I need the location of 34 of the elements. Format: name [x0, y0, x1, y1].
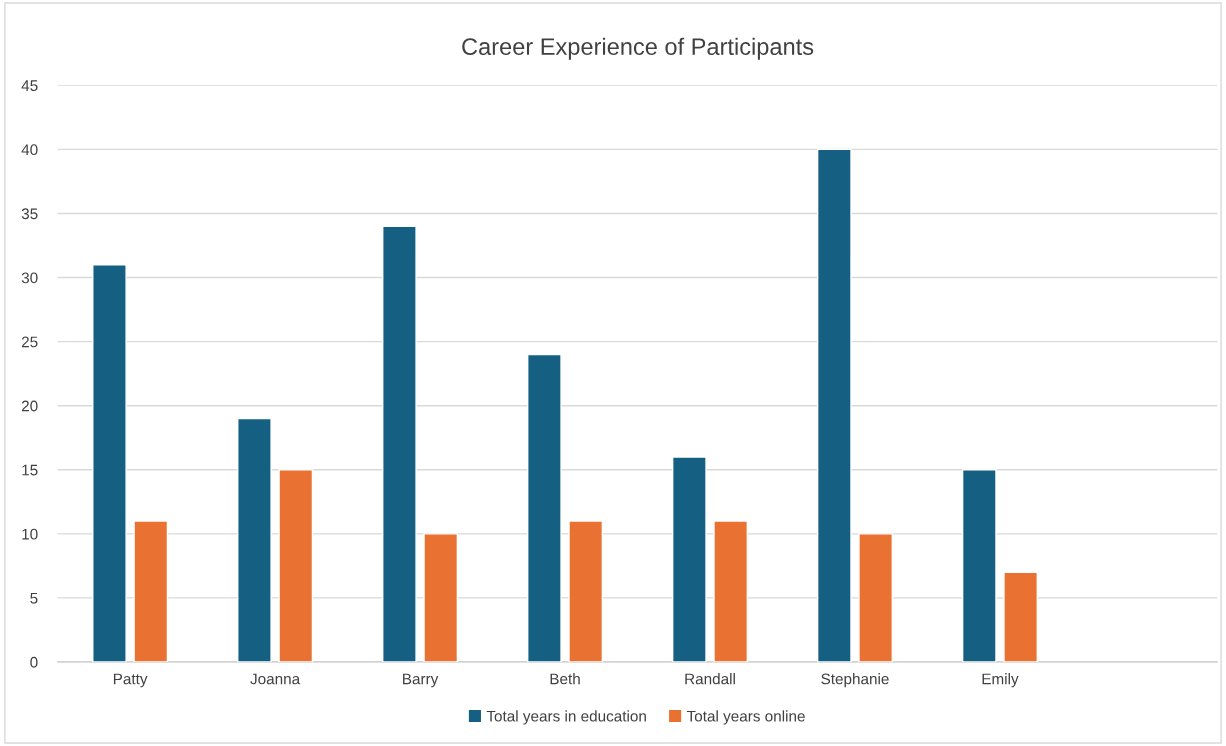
y-tick-label: 25: [21, 336, 38, 348]
bar: [92, 264, 127, 662]
bar: [133, 520, 169, 662]
y-tick-label: 5: [30, 592, 38, 604]
x-tick-label: Stephanie: [821, 673, 889, 688]
x-tick-label: Randall: [685, 673, 735, 685]
bar: [237, 417, 272, 662]
bar: [423, 533, 459, 662]
x-tick-label: Joanna: [250, 673, 301, 685]
bar: [527, 353, 562, 662]
bar: [713, 520, 749, 662]
y-tick-label: 10: [22, 528, 38, 540]
bar: [382, 225, 417, 662]
x-tick-label: Barry: [403, 673, 439, 688]
y-tick-label: 35: [21, 208, 38, 220]
legend-label: Total years online: [686, 710, 805, 725]
x-tick-label: Emily: [982, 673, 1019, 688]
bar: [858, 533, 894, 662]
bar: [1003, 571, 1038, 662]
bar: [568, 520, 604, 662]
y-tick-label: 40: [21, 144, 38, 156]
y-tick-label: 20: [21, 400, 38, 412]
y-tick-label: 45: [21, 80, 38, 92]
y-tick-label: 15: [22, 464, 38, 476]
legend-label: Total years in education: [486, 710, 646, 725]
x-tick-label: Beth: [550, 673, 580, 685]
y-tick-label: 0: [30, 656, 38, 668]
bar: [961, 469, 997, 662]
y-tick-label: 30: [21, 272, 38, 284]
chart-title: Career Experience of Participants: [462, 37, 814, 60]
x-tick-label: Patty: [113, 673, 148, 688]
bar: [671, 456, 707, 662]
bar: [816, 148, 852, 662]
bar: [278, 469, 314, 662]
